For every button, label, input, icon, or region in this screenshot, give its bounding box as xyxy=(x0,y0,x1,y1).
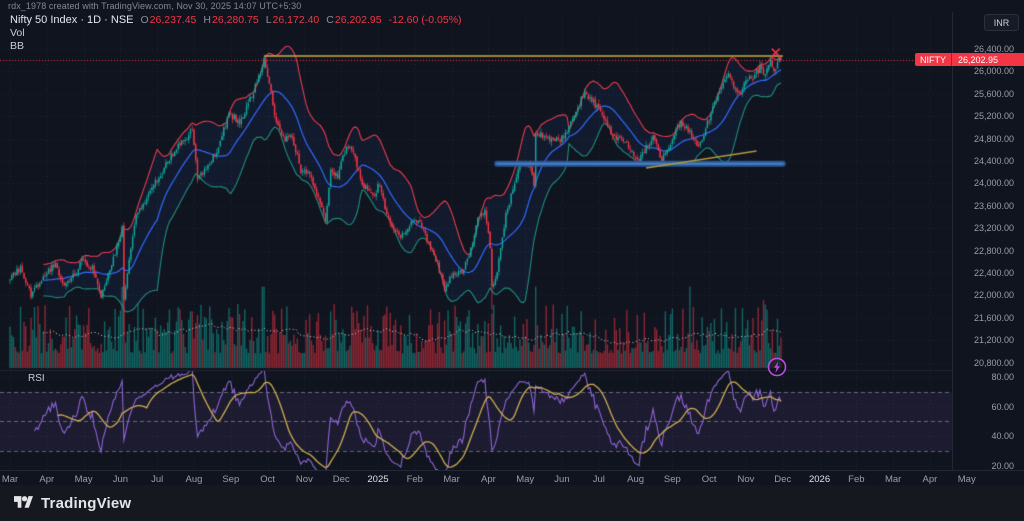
time-tick-label: Sep xyxy=(663,474,681,485)
time-tick-label: Jun xyxy=(554,474,570,485)
lightning-icon[interactable] xyxy=(766,356,788,378)
last-price-badge: NIFTY 26,202.95 xyxy=(915,53,1024,66)
time-tick-label: Dec xyxy=(774,474,792,485)
time-tick-label: Jun xyxy=(112,474,129,485)
brand-text[interactable]: TradingView xyxy=(41,494,132,512)
price-tick-label: 22,800.00 xyxy=(973,245,1014,256)
indicator-volume-label[interactable]: Vol xyxy=(10,27,25,39)
time-tick-label: Feb xyxy=(848,474,865,485)
price-tick-label: 20,800.00 xyxy=(973,357,1014,368)
time-axis[interactable]: Mar Apr May Jun Jul Aug Sep Oct Nov Dec 2025 Feb Mar… xyxy=(0,470,1024,485)
close-value: 26,202.95 xyxy=(334,14,382,26)
badge-symbol: NIFTY xyxy=(915,53,952,66)
high-label: H xyxy=(203,14,211,26)
price-tick-label: 24,800.00 xyxy=(973,133,1014,144)
time-tick-label: Nov xyxy=(295,474,313,485)
time-tick-label: Mar xyxy=(1,474,19,485)
time-tick-label: Nov xyxy=(737,474,755,485)
open-label: O xyxy=(140,14,149,26)
time-tick-label: May xyxy=(957,474,976,485)
badge-price: 26,202.95 xyxy=(952,53,1024,66)
time-tick-label: Aug xyxy=(627,474,645,485)
price-tick-label: 21,600.00 xyxy=(973,312,1014,323)
price-tick-label: 25,200.00 xyxy=(973,111,1014,122)
time-tick-label: Apr xyxy=(480,474,496,485)
price-tick-label: 23,600.00 xyxy=(973,200,1014,211)
price-tick-label: 25,600.00 xyxy=(973,88,1014,99)
low-label: L xyxy=(265,14,272,26)
time-tick-label: Mar xyxy=(884,474,902,485)
symbol-title[interactable]: Nifty 50 Index · 1D · NSE xyxy=(10,14,134,26)
time-tick-label: Oct xyxy=(260,474,275,485)
high-value: 26,280.75 xyxy=(211,14,259,26)
ohlc-open: O 26,237.45 xyxy=(141,14,197,27)
footer-bar: TradingView xyxy=(0,485,1024,521)
time-tick-label: 2026 xyxy=(808,474,831,485)
time-tick-label: Aug xyxy=(185,474,203,485)
price-tick-label: 24,000.00 xyxy=(973,178,1014,189)
time-tick-label: 2025 xyxy=(367,474,389,485)
close-label: C xyxy=(326,14,334,26)
time-tick-label: Mar xyxy=(443,474,460,485)
low-value: 26,172.40 xyxy=(272,14,320,26)
time-tick-label: Jul xyxy=(151,474,164,485)
time-tick-label: May xyxy=(74,474,93,485)
ohlc-close: C 26,202.95 xyxy=(326,14,381,27)
time-tick-label: Apr xyxy=(922,474,938,485)
price-axis[interactable]: 26,400.00 26,000.00 25,600.00 25,200.00 24,8… xyxy=(952,12,1024,471)
attribution-text: rdx_1978 created with TradingView.com, N… xyxy=(8,1,302,11)
price-tick-label: 22,000.00 xyxy=(973,290,1014,301)
tradingview-logo-icon[interactable] xyxy=(14,495,33,512)
price-tick-label: 22,400.00 xyxy=(973,267,1014,278)
rsi-tick-label: 80.00 xyxy=(991,372,1014,382)
time-tick-label: Sep xyxy=(222,474,240,485)
chart-canvas[interactable] xyxy=(0,12,952,470)
indicator-bb-label[interactable]: BB xyxy=(10,40,25,52)
time-tick-label: Oct xyxy=(701,474,717,485)
rsi-tick-label: 40.00 xyxy=(991,431,1014,442)
time-tick-label: Feb xyxy=(406,474,423,485)
rsi-tick-label: 20.00 xyxy=(991,460,1014,471)
currency-button[interactable]: INR xyxy=(984,14,1019,31)
change-value: -12.60 (-0.05%) xyxy=(388,14,462,26)
price-tick-label: 26,400.00 xyxy=(973,43,1014,54)
rsi-tick-label: 60.00 xyxy=(991,401,1014,412)
price-tick-label: 21,200.00 xyxy=(973,335,1014,346)
ohlc-high: H 26,280.75 xyxy=(203,14,258,27)
legend: Nifty 50 Index · 1D · NSE O 26,237.45 H 26… xyxy=(10,14,462,53)
price-tick-label: 26,000.00 xyxy=(973,66,1014,77)
ohlc-low: L 26,172.40 xyxy=(266,14,320,27)
time-tick-label: Dec xyxy=(332,474,350,485)
indicator-rsi-label[interactable]: RSI xyxy=(28,373,45,384)
price-tick-label: 24,400.00 xyxy=(973,155,1014,166)
time-tick-label: Jul xyxy=(592,474,605,485)
open-value: 26,237.45 xyxy=(149,14,197,26)
time-tick-label: May xyxy=(516,474,535,485)
price-tick-label: 23,200.00 xyxy=(973,223,1014,234)
time-tick-label: Apr xyxy=(39,474,55,485)
